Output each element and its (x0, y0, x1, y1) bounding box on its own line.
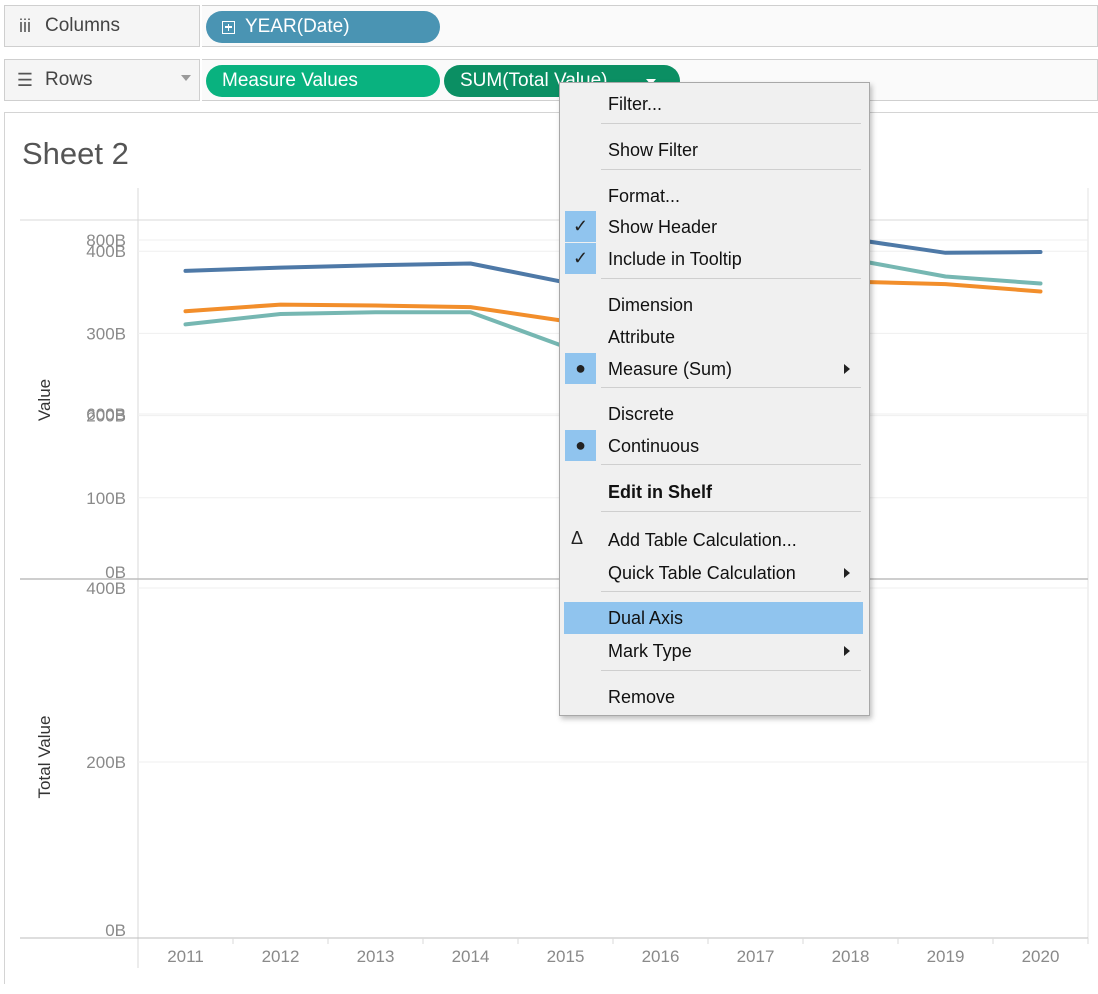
menu-item-attribute-label: Attribute (608, 327, 676, 347)
menu-item-dual-axis[interactable]: Dual Axis (564, 602, 863, 634)
menu-item-continuous[interactable]: ● Continuous (564, 430, 863, 462)
y-tick-label: 400B (86, 242, 126, 261)
menu-item-add-table-calculation[interactable]: Δ Add Table Calculation... (564, 524, 863, 556)
x-tick-label: 2013 (357, 947, 395, 966)
menu-item-include-in-tooltip-label: Include in Tooltip (608, 249, 742, 269)
menu-item-continuous-label: Continuous (608, 436, 700, 456)
columns-shelf-label: iii Columns (4, 5, 200, 47)
submenu-arrow-icon (844, 646, 850, 656)
y-tick-label: 300B (86, 324, 126, 343)
year-date-pill-label: YEAR(Date) (245, 16, 350, 37)
menu-item-dimension-label: Dimension (608, 295, 694, 315)
menu-item-measure-sum[interactable]: ● Measure (Sum) (564, 353, 863, 385)
menu-item-edit-in-shelf-label: Edit in Shelf (608, 482, 713, 502)
menu-item-attribute[interactable]: Attribute (564, 321, 863, 353)
columns-label: Columns (45, 15, 120, 36)
x-tick-label: 2018 (832, 947, 870, 966)
menu-item-include-in-tooltip[interactable]: ✓ Include in Tooltip (564, 243, 863, 275)
menu-item-format-label: Format... (608, 186, 681, 206)
x-tick-label: 2012 (262, 947, 300, 966)
menu-separator (601, 169, 861, 170)
y-axis-title: Total Value (35, 716, 54, 799)
menu-item-remove-label: Remove (608, 687, 676, 707)
menu-item-quick-table-calculation-label: Quick Table Calculation (608, 563, 796, 583)
menu-separator (601, 670, 861, 671)
menu-item-filter[interactable]: Filter... (564, 88, 863, 120)
menu-separator (601, 511, 861, 512)
x-tick-label: 2020 (1022, 947, 1060, 966)
menu-item-dimension[interactable]: Dimension (564, 289, 863, 321)
menu-item-dual-axis-label: Dual Axis (608, 608, 684, 628)
y-tick-label: 200B (86, 407, 126, 426)
menu-separator (601, 123, 861, 124)
menu-item-show-header[interactable]: ✓ Show Header (564, 211, 863, 243)
menu-separator (601, 278, 861, 279)
menu-item-edit-in-shelf[interactable]: Edit in Shelf (564, 476, 863, 508)
columns-icon: iii (19, 15, 31, 36)
menu-item-measure-sum-label: Measure (Sum) (608, 359, 733, 379)
menu-separator (601, 387, 861, 388)
menu-item-mark-type[interactable]: Mark Type (564, 635, 863, 667)
y-tick-label: 600B (86, 405, 126, 424)
menu-item-remove[interactable]: Remove (564, 681, 863, 713)
y-axis-title: Value (35, 379, 54, 421)
year-date-pill[interactable]: YEAR(Date) (206, 11, 440, 43)
submenu-arrow-icon (844, 364, 850, 374)
menu-item-discrete[interactable]: Discrete (564, 398, 863, 430)
x-tick-label: 2011 (167, 947, 204, 966)
expand-icon[interactable] (222, 20, 235, 34)
menu-item-show-header-label: Show Header (608, 217, 718, 237)
menu-item-mark-type-label: Mark Type (608, 641, 692, 661)
menu-item-show-filter-label: Show Filter (608, 140, 699, 160)
x-tick-label: 2014 (452, 947, 490, 966)
menu-item-discrete-label: Discrete (608, 404, 675, 424)
menu-item-format[interactable]: Format... (564, 180, 863, 212)
context-menu: Filter... Show Filter Format... ✓ Show H… (559, 82, 870, 716)
delta-icon: Δ (571, 528, 584, 548)
x-tick-label: 2019 (927, 947, 965, 966)
checkmark-icon: ✓ (565, 211, 596, 242)
rows-label: Rows (45, 69, 93, 90)
y-tick-label: 0B (105, 563, 126, 582)
rows-shelf-label: ☰ Rows (4, 59, 200, 101)
rows-icon: ☰ (16, 69, 34, 90)
menu-item-add-table-calculation-label: Add Table Calculation... (608, 530, 797, 550)
checkmark-icon: ✓ (565, 243, 596, 274)
submenu-arrow-icon (844, 568, 850, 578)
menu-item-show-filter[interactable]: Show Filter (564, 134, 863, 166)
x-tick-label: 2015 (547, 947, 585, 966)
measure-values-pill-label: Measure Values (222, 70, 358, 91)
rows-dropdown-icon[interactable] (181, 75, 191, 81)
radio-dot-icon: ● (565, 353, 596, 384)
measure-values-pill[interactable]: Measure Values (206, 65, 440, 97)
menu-separator (601, 464, 861, 465)
y-tick-label: 200B (86, 753, 126, 772)
menu-item-quick-table-calculation[interactable]: Quick Table Calculation (564, 557, 863, 589)
menu-item-filter-label: Filter... (608, 94, 663, 114)
sheet-title: Sheet 2 (22, 136, 129, 171)
columns-shelf[interactable]: YEAR(Date) (202, 5, 1098, 47)
y-tick-label: 0B (105, 921, 126, 940)
worksheet-view (4, 112, 1098, 984)
x-tick-label: 2016 (642, 947, 680, 966)
menu-separator (601, 591, 861, 592)
y-tick-label: 800B (86, 231, 126, 250)
x-tick-label: 2017 (737, 947, 775, 966)
radio-dot-icon: ● (565, 430, 596, 461)
y-tick-label: 100B (86, 489, 126, 508)
y-tick-label: 400B (86, 579, 126, 598)
